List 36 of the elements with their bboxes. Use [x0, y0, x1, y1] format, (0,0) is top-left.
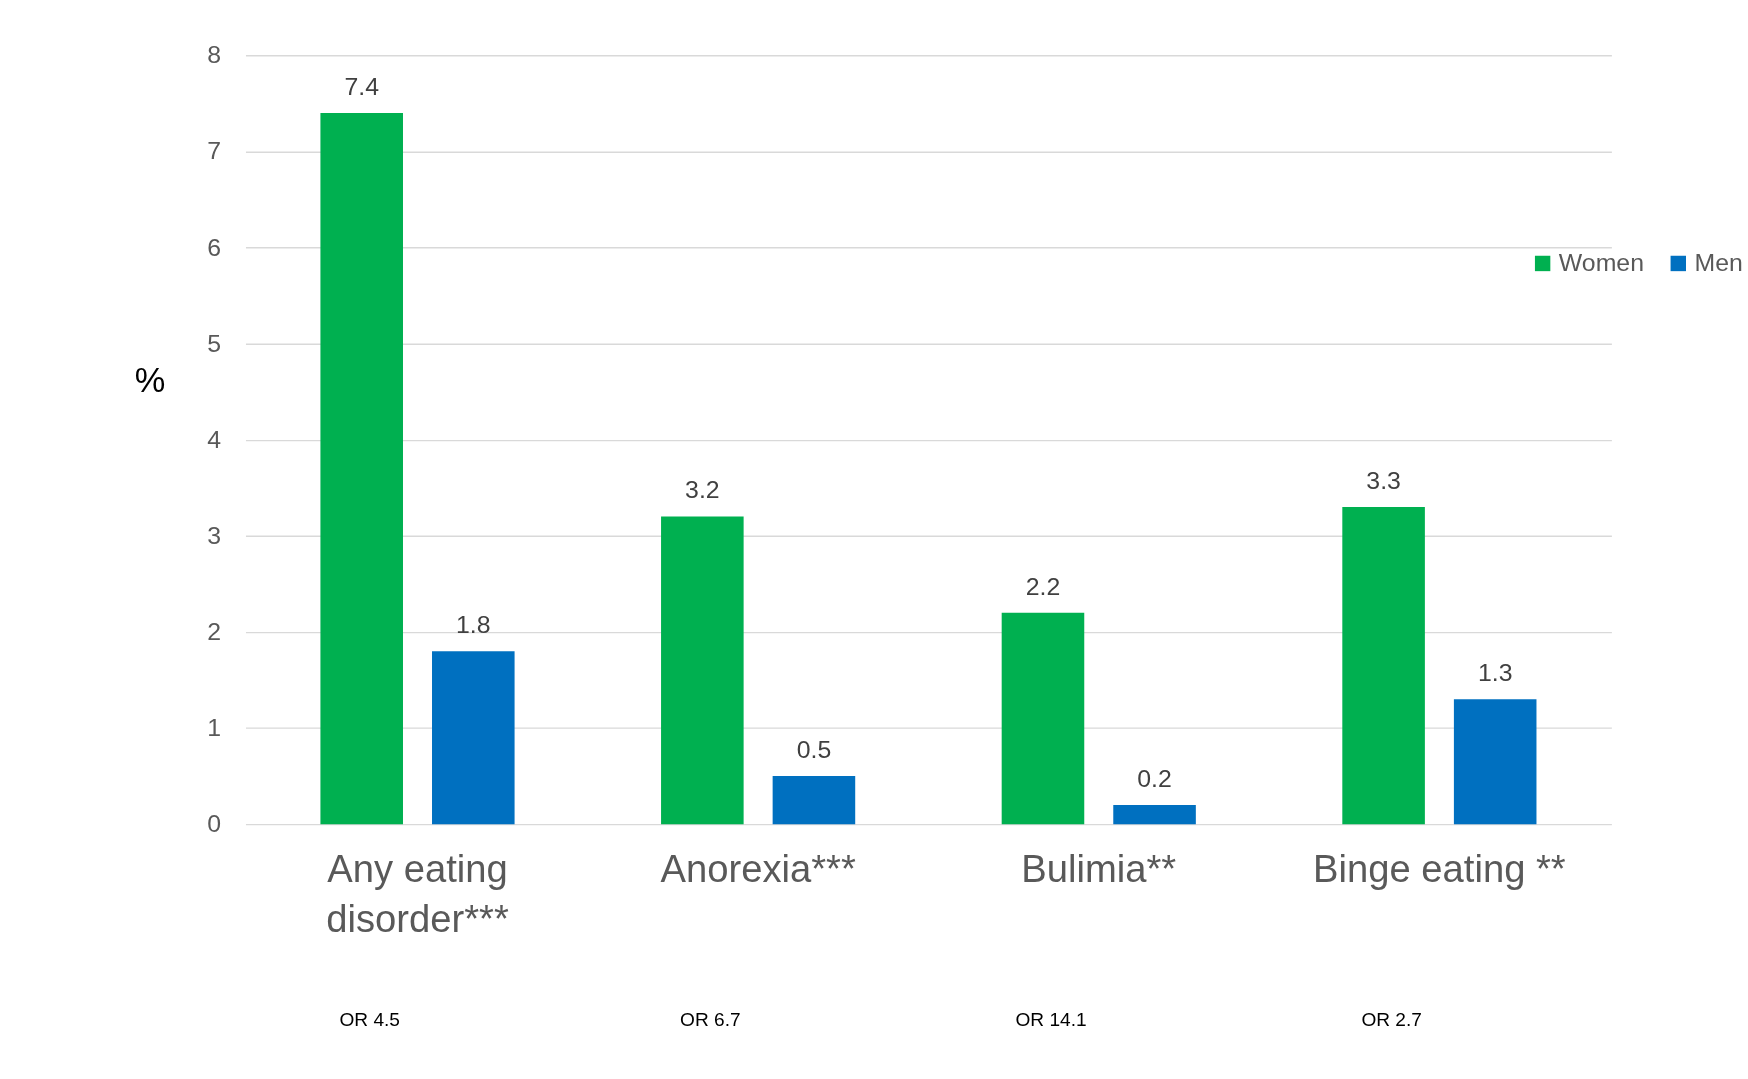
x-tick-label: Bulimia** [1021, 846, 1177, 890]
legend-label: Men [1694, 249, 1743, 277]
bar [1113, 804, 1196, 825]
y-tick-label: 7 [207, 137, 222, 165]
text: OR 14.1 [1015, 1008, 1087, 1030]
x-tick-label: Any eating disorder*** [326, 846, 509, 940]
data-label: 7.4 [344, 72, 380, 100]
bar [1342, 506, 1425, 825]
y-tick-label: 5 [207, 329, 222, 357]
bar [432, 651, 515, 825]
y-axis-title: % [134, 360, 166, 399]
bar [772, 776, 856, 825]
data-label: 0.2 [1137, 764, 1172, 792]
text: OR 4.5 [339, 1008, 400, 1030]
y-tick-label: 6 [207, 233, 222, 261]
text: OR 6.7 [680, 1008, 741, 1030]
data-label: 2.2 [1025, 572, 1061, 600]
legend-label: Women [1558, 249, 1644, 277]
y-tick-label: 8 [207, 41, 222, 69]
data-label: 3.3 [1366, 466, 1401, 494]
x-tick-label: Anorexia*** [660, 846, 856, 890]
y-tick-label: 1 [207, 714, 222, 742]
text: OR 2.7 [1361, 1008, 1422, 1030]
bar [661, 516, 744, 825]
data-label: 1.8 [456, 611, 491, 638]
y-tick-label: 3 [207, 521, 222, 549]
y-tick-label: 4 [207, 425, 222, 453]
y-tick-label: 2 [207, 618, 222, 646]
x-tick-label: Binge eating ** [1313, 846, 1566, 890]
data-label: 1.3 [1477, 659, 1513, 687]
bar [320, 112, 403, 825]
bar [1453, 699, 1537, 825]
data-label: 0.5 [796, 735, 832, 763]
y-tick-label: 0 [207, 810, 222, 838]
data-label: 3.2 [685, 476, 720, 504]
bar [1001, 612, 1085, 825]
